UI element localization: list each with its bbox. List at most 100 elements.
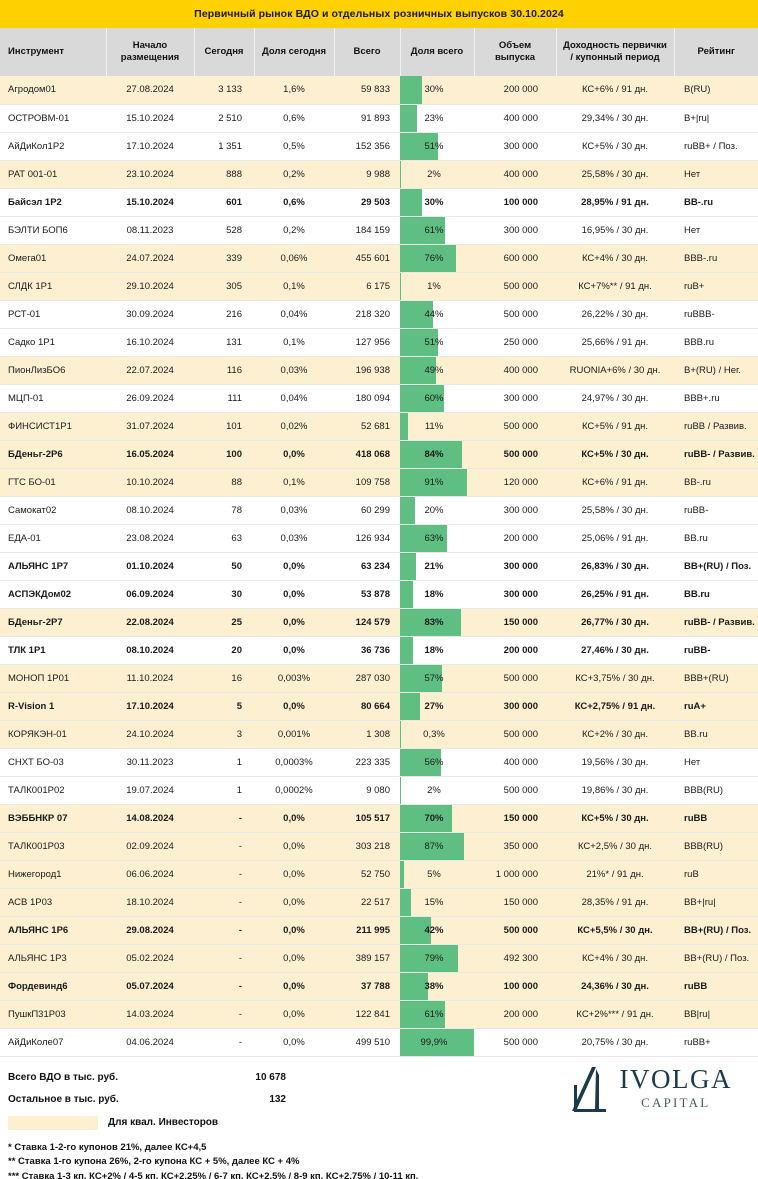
cell-rating: BBB+(RU): [674, 664, 758, 693]
cell-instrument: Нижегород1: [0, 860, 106, 889]
cell-issue-volume: 200 000: [474, 636, 556, 665]
column-header-share-today[interactable]: Доля сегодня: [254, 28, 335, 76]
cell-share-total-bar: 87%: [400, 832, 474, 861]
cell-instrument: КОРЯКЭН-01: [0, 720, 106, 749]
cell-share-total-bar: 42%: [400, 916, 474, 945]
cell-start-date: 11.10.2024: [106, 664, 194, 693]
share-total-bar: [400, 272, 401, 299]
table-row[interactable]: РСТ-01 30.09.2024 216 0,04% 218 320 44% 500 00…: [0, 300, 758, 329]
table-row[interactable]: ОСТРОВМ-01 15.10.2024 2 510 0,6% 91 893 23% 40…: [0, 104, 758, 133]
table-row[interactable]: Омега01 24.07.2024 339 0,06% 455 601 76% 600 0…: [0, 244, 758, 273]
cell-share-today: 0,04%: [254, 384, 334, 413]
table-row[interactable]: Байсэл 1Р2 15.10.2024 601 0,6% 29 503 30% 100 …: [0, 188, 758, 217]
share-total-bar: [400, 244, 457, 271]
summary-total-vdo-value: 10 678: [255, 1072, 286, 1083]
column-header-today[interactable]: Сегодня: [194, 28, 255, 76]
table-row[interactable]: МОНОП 1Р01 11.10.2024 16 0,003% 287 030 57% 50…: [0, 664, 758, 693]
table-row[interactable]: Агродом01 27.08.2024 3 133 1,6% 59 833 30% 200…: [0, 76, 758, 105]
cell-today: 601: [194, 188, 254, 217]
cell-issue-volume: 400 000: [474, 160, 556, 189]
share-total-label: 49%: [424, 364, 444, 376]
cell-today: 16: [194, 664, 254, 693]
cell-start-date: 26.09.2024: [106, 384, 194, 413]
cell-share-today: 0,0%: [254, 692, 334, 721]
report-title-bar: Первичный рынок ВДО и отдельных розничны…: [0, 0, 758, 28]
table-row[interactable]: Нижегород1 06.06.2024-0,0% 52 750 5% 1 000 0…: [0, 860, 758, 889]
table-row[interactable]: Садко 1Р1 16.10.2024 131 0,1% 127 956 51% 250 …: [0, 328, 758, 357]
cell-share-total-bar: 18%: [400, 580, 474, 609]
cell-instrument: СЛДК 1Р1: [0, 272, 106, 301]
cell-share-today: 0,0%: [254, 552, 334, 581]
table-row[interactable]: Самокат02 08.10.2024 78 0,03% 60 299 20% 300 0…: [0, 496, 758, 525]
cell-instrument: Фордевинд6: [0, 972, 106, 1001]
table-row[interactable]: АСВ 1Р03 18.10.2024-0,0% 22 517 15% 150 000 2…: [0, 888, 758, 917]
table-row[interactable]: АЛЬЯНС 1Р7 01.10.2024 50 0,0% 63 234 21% 300 0…: [0, 552, 758, 581]
cell-start-date: 19.07.2024: [106, 776, 194, 805]
cell-start-date: 29.08.2024: [106, 916, 194, 945]
cell-instrument: СНХТ БО-03: [0, 748, 106, 777]
cell-instrument: ФИНСИСТ1Р1: [0, 412, 106, 441]
cell-rating: BBB(RU): [674, 832, 758, 861]
cell-total: 499 510: [334, 1028, 400, 1057]
table-row[interactable]: МЦП-01 26.09.2024 111 0,04% 180 094 60% 300 00…: [0, 384, 758, 413]
table-row[interactable]: ТАЛК001Р03 02.09.2024-0,0% 303 218 87% 350 0…: [0, 832, 758, 861]
table-row[interactable]: АЛЬЯНС 1Р3 05.02.2024-0,0% 389 157 79% 492 3…: [0, 944, 758, 973]
table-row[interactable]: АйДиКол1Р2 17.10.2024 1 351 0,5% 152 356 51% 3…: [0, 132, 758, 161]
table-row[interactable]: КОРЯКЭН-01 24.10.2024 3 0,001% 1 308 0,3% 500 …: [0, 720, 758, 749]
table-row[interactable]: АЛЬЯНС 1Р6 29.08.2024-0,0% 211 995 42% 500 0…: [0, 916, 758, 945]
cell-instrument: Агродом01: [0, 76, 106, 105]
cell-instrument: РАТ 001-01: [0, 160, 106, 189]
cell-share-total-bar: 49%: [400, 356, 474, 385]
table-row[interactable]: ПионЛизБО6 22.07.2024 116 0,03% 196 938 49% 40…: [0, 356, 758, 385]
cell-yield-coupon: 25,58% / 30 дн.: [556, 160, 674, 189]
cell-total: 52 750: [334, 860, 400, 889]
cell-today: 5: [194, 692, 254, 721]
column-header-share-total[interactable]: Доля всего: [400, 28, 475, 76]
cell-total: 109 758: [334, 468, 400, 497]
cell-yield-coupon: 20,75% / 30 дн.: [556, 1028, 674, 1057]
column-header-issue-volume[interactable]: Объем выпуска: [474, 28, 557, 76]
table-row[interactable]: ЕДА-01 23.08.2024 63 0,03% 126 934 63% 200 000…: [0, 524, 758, 553]
share-total-label: 79%: [424, 952, 444, 964]
table-row[interactable]: ГТС БО-01 10.10.2024 88 0,1% 109 758 91% 120 0…: [0, 468, 758, 497]
table-row[interactable]: СНХТ БО-03 30.11.2023 1 0,0003% 223 335 56% 40…: [0, 748, 758, 777]
table-row[interactable]: ПушкП31Р03 14.03.2024-0,0% 122 841 61% 200 0…: [0, 1000, 758, 1029]
column-header-yield-coupon[interactable]: Доходность первички / купонный период: [556, 28, 675, 76]
cell-instrument: ГТС БО-01: [0, 468, 106, 497]
table-row[interactable]: R-Vision 1 17.10.2024 5 0,0% 80 664 27% 300 00…: [0, 692, 758, 721]
table-row[interactable]: ТЛК 1Р1 08.10.2024 20 0,0% 36 736 18% 200 000 2…: [0, 636, 758, 665]
table-row[interactable]: ВЭББНКР 07 14.08.2024-0,0% 105 517 70% 150 0…: [0, 804, 758, 833]
share-total-label: 60%: [424, 392, 444, 404]
table-row[interactable]: ФИНСИСТ1Р1 31.07.2024 101 0,02% 52 681 11% 500…: [0, 412, 758, 441]
table-row[interactable]: СЛДК 1Р1 29.10.2024 305 0,1% 6 175 1% 500 000 К…: [0, 272, 758, 301]
cell-rating: BB.ru: [674, 720, 758, 749]
cell-share-total-bar: 63%: [400, 524, 474, 553]
cell-today: -: [194, 972, 254, 1001]
cell-instrument: ОСТРОВМ-01: [0, 104, 106, 133]
cell-today: -: [194, 1000, 254, 1029]
cell-rating: BBB-.ru: [674, 244, 758, 273]
table-row[interactable]: АСПЭКДом02 06.09.2024 30 0,0% 53 878 18% 300 0…: [0, 580, 758, 609]
column-header-instrument[interactable]: Инструмент: [0, 28, 107, 76]
share-cell-background: [400, 160, 474, 187]
table-row[interactable]: Фордевинд6 05.07.2024-0,0% 37 788 38% 100 00…: [0, 972, 758, 1001]
cell-today: 528: [194, 216, 254, 245]
table-row[interactable]: ТАЛК001Р02 19.07.2024 1 0,0002% 9 080 2% 500 0…: [0, 776, 758, 805]
cell-total: 127 956: [334, 328, 400, 357]
cell-share-total-bar: 0,3%: [400, 720, 474, 749]
cell-total: 52 681: [334, 412, 400, 441]
cell-share-total-bar: 1%: [400, 272, 474, 301]
table-row[interactable]: РАТ 001-01 23.10.2024 888 0,2% 9 988 2% 400 00…: [0, 160, 758, 189]
column-header-start-date[interactable]: Начало размещения: [106, 28, 195, 76]
column-header-rating[interactable]: Рейтинг: [674, 28, 758, 76]
table-row[interactable]: БДеньг-2Р7 22.08.2024 25 0,0% 124 579 83% 150 …: [0, 608, 758, 637]
cell-rating: ruBB- / Развив.: [674, 608, 758, 637]
table-row[interactable]: БЭЛТИ БОП6 08.11.2023 528 0,2% 184 159 61% 300…: [0, 216, 758, 245]
table-row[interactable]: БДеньг-2Р6 16.05.2024 100 0,0% 418 068 84% 500…: [0, 440, 758, 469]
cell-share-total-bar: 15%: [400, 888, 474, 917]
column-header-total[interactable]: Всего: [334, 28, 401, 76]
cell-issue-volume: 400 000: [474, 748, 556, 777]
table-row[interactable]: АйДиКоле07 04.06.2024-0,0% 499 510 99,9% 500…: [0, 1028, 758, 1057]
cell-total: 122 841: [334, 1000, 400, 1029]
cell-issue-volume: 500 000: [474, 300, 556, 329]
